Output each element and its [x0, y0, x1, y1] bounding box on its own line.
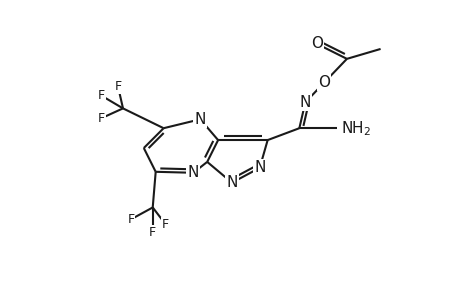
Text: F: F	[127, 213, 134, 226]
Text: F: F	[97, 112, 105, 125]
Text: N: N	[226, 175, 237, 190]
Text: N: N	[187, 165, 199, 180]
Text: NH$_2$: NH$_2$	[340, 119, 370, 138]
Text: N: N	[253, 160, 265, 175]
Text: O: O	[318, 75, 330, 90]
Text: F: F	[97, 89, 105, 102]
Text: O: O	[310, 37, 323, 52]
Text: F: F	[149, 226, 156, 239]
Text: N: N	[299, 95, 310, 110]
Text: F: F	[114, 80, 121, 93]
Text: F: F	[162, 218, 169, 231]
Text: N: N	[194, 112, 206, 127]
